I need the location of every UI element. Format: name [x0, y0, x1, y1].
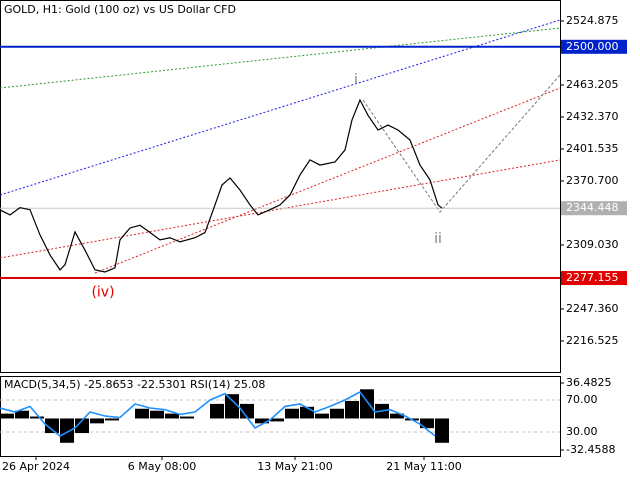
wave-label: i	[354, 72, 358, 88]
macd-bar	[420, 418, 434, 429]
macd-bar	[435, 418, 449, 443]
trend-line	[94, 87, 561, 274]
macd-bar	[210, 403, 224, 419]
macd-bar	[135, 408, 149, 419]
level-tag	[561, 201, 627, 216]
y-tick-label: 2370.700	[566, 174, 619, 187]
macd-bar	[330, 408, 344, 419]
macd-bar	[75, 418, 89, 434]
x-tick-label: 13 May 21:00	[257, 460, 332, 473]
macd-bar	[300, 406, 314, 419]
trend-line	[0, 159, 561, 259]
wave-label: ii	[434, 231, 442, 247]
wave-label: (iv)	[91, 285, 114, 301]
macd-bar	[345, 400, 359, 419]
macd-bar	[60, 418, 74, 443]
y-tick-label: 2432.370	[566, 110, 619, 123]
level-label: 2277.155	[566, 271, 619, 284]
macd-bar	[240, 403, 254, 419]
y2-tick-label: 30.00	[566, 425, 598, 438]
macd-bar	[270, 418, 284, 422]
rsi-line	[0, 390, 436, 437]
price-line	[0, 98, 443, 273]
y-tick-label: 36.4825	[566, 376, 612, 389]
y-tick-label: 2216.525	[566, 334, 619, 347]
macd-bar	[105, 418, 119, 421]
macd-bar	[315, 413, 329, 419]
main-frame	[0, 0, 561, 373]
x-tick-label: 21 May 11:00	[386, 460, 461, 473]
indicator-title: MACD(5,34,5) -25.8653 -22.5301 RSI(14) 2…	[4, 378, 265, 391]
macd-bar	[285, 408, 299, 419]
macd-bar	[180, 416, 194, 419]
y-tick-label: -32.4588	[566, 443, 615, 456]
macd-bar	[0, 413, 14, 419]
macd-bar	[255, 418, 269, 424]
level-tag	[561, 271, 627, 286]
macd-bar	[45, 418, 59, 434]
y-tick-label: 2401.535	[566, 142, 619, 155]
macd-bar	[150, 410, 164, 419]
macd-bar	[165, 413, 179, 419]
trend-line	[0, 27, 561, 89]
level-label: 2344.448	[566, 201, 619, 214]
trend-line	[0, 19, 561, 196]
y-tick-label: 2247.360	[566, 302, 619, 315]
level-tag	[561, 39, 627, 54]
x-tick-label: 6 May 08:00	[128, 460, 196, 473]
level-label: 2500.000	[566, 40, 619, 53]
y-tick-label: 2309.030	[566, 238, 619, 251]
y2-tick-label: 70.00	[566, 393, 598, 406]
x-tick-label: 26 Apr 2024	[2, 460, 70, 473]
trend-line	[362, 74, 561, 213]
chart-title: GOLD, H1: Gold (100 oz) vs US Dollar CFD	[4, 3, 236, 16]
macd-bar	[30, 416, 44, 419]
macd-bar	[15, 410, 29, 419]
macd-bar	[225, 394, 239, 419]
macd-bar	[390, 413, 404, 419]
y-tick-label: 2524.875	[566, 14, 619, 27]
y-tick-label: 2463.205	[566, 78, 619, 91]
macd-bar	[90, 418, 104, 424]
